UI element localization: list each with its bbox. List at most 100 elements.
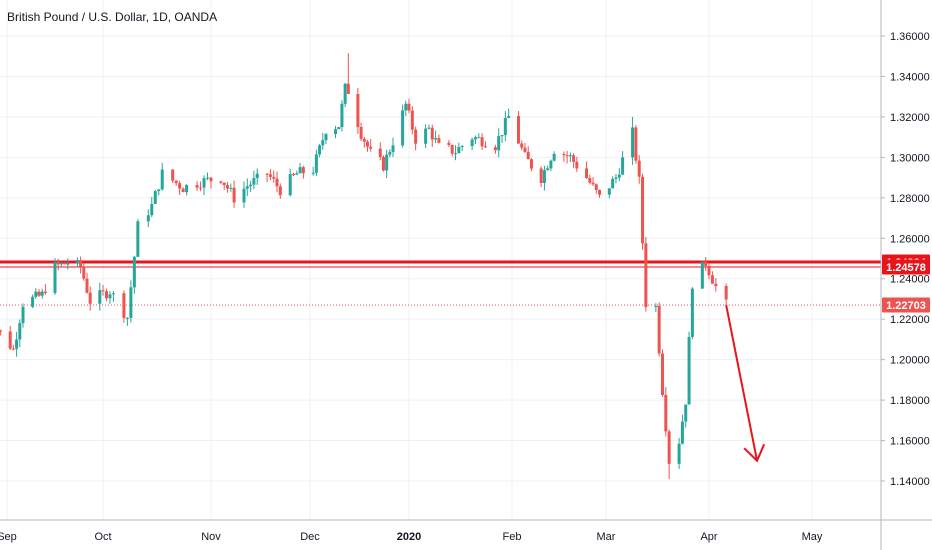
- candle-up: [206, 172, 210, 181]
- candle-body: [365, 141, 369, 147]
- candle-body: [607, 188, 611, 195]
- candle-body: [667, 431, 671, 464]
- candle-body: [18, 323, 22, 340]
- candle-down: [526, 146, 530, 160]
- candle-down: [209, 177, 213, 189]
- candle-up: [129, 280, 133, 323]
- candle-body: [700, 261, 704, 289]
- candle-body: [677, 443, 681, 464]
- candle-body: [575, 161, 579, 169]
- candle-down: [222, 182, 226, 190]
- candle-body: [219, 181, 223, 183]
- candle-up: [146, 209, 150, 227]
- candle-body: [301, 167, 305, 174]
- candle-body: [125, 317, 129, 319]
- candle-up: [185, 184, 189, 196]
- candle-down: [480, 133, 484, 150]
- arrow-shaft: [725, 304, 759, 461]
- candle-up: [677, 437, 681, 469]
- candle-body: [104, 291, 108, 299]
- y-tick-label: 1.34000: [890, 71, 930, 83]
- candle-up: [18, 319, 22, 348]
- candle-body: [101, 290, 105, 292]
- candle-body: [552, 153, 556, 161]
- candle-up: [298, 162, 302, 174]
- candle-up: [621, 151, 625, 176]
- candle-down: [657, 302, 661, 357]
- price-tag: [882, 259, 930, 275]
- candle-down: [539, 166, 543, 187]
- candle-up: [424, 124, 428, 148]
- candle-body: [542, 170, 546, 183]
- candle-down: [174, 180, 178, 187]
- grid: [0, 0, 881, 520]
- candle-up: [98, 282, 102, 311]
- candle-body: [591, 182, 595, 185]
- candle-down: [381, 155, 385, 172]
- candle-body: [644, 243, 648, 308]
- candle-down: [598, 189, 602, 198]
- candle-up: [340, 100, 344, 132]
- candle-down: [714, 277, 718, 292]
- candle-body: [311, 172, 315, 174]
- candle-up: [552, 151, 556, 162]
- candle-down: [122, 290, 126, 323]
- candle-up: [454, 145, 458, 161]
- candle-body: [572, 155, 576, 162]
- candle-body: [272, 176, 276, 179]
- candle-body: [209, 177, 213, 182]
- candle-down: [641, 173, 645, 250]
- candle-down: [178, 180, 182, 196]
- y-tick-label: 1.32000: [890, 112, 930, 124]
- candle-down: [63, 261, 67, 265]
- candle-body: [337, 127, 341, 130]
- candle-down: [226, 181, 229, 193]
- candle-body: [324, 134, 328, 141]
- candle-body: [526, 151, 530, 160]
- candle-body: [202, 178, 206, 188]
- candle-up: [542, 165, 546, 191]
- candle-down: [493, 144, 497, 154]
- candle-body: [356, 93, 360, 127]
- candle-body: [153, 191, 157, 204]
- candle-body: [136, 221, 140, 257]
- y-tick-label: 1.30000: [890, 152, 930, 164]
- candle-down: [278, 183, 282, 199]
- candle-up: [66, 258, 70, 270]
- candle-up: [503, 111, 507, 142]
- candle-body: [520, 143, 524, 148]
- candle-up: [321, 132, 325, 150]
- candle-body: [292, 174, 295, 176]
- candle-up: [34, 288, 38, 299]
- candle-up: [549, 159, 553, 172]
- candle-body: [707, 265, 711, 276]
- candle-body: [493, 147, 497, 151]
- candle-up: [157, 189, 161, 196]
- candle-down: [359, 122, 363, 142]
- candle-down: [594, 183, 598, 194]
- candle-down: [11, 344, 15, 351]
- candle-up: [295, 170, 299, 175]
- candle-body: [704, 261, 708, 266]
- candle-body: [122, 293, 126, 318]
- candle-down: [365, 139, 369, 152]
- candle-up: [40, 288, 44, 299]
- candle-up: [53, 258, 57, 295]
- candle-body: [680, 421, 684, 444]
- candle-body: [500, 135, 504, 137]
- candle-body: [539, 168, 543, 183]
- candle-down: [450, 144, 454, 157]
- candle-body: [549, 160, 553, 169]
- candle-down: [219, 180, 223, 185]
- candle-down: [664, 387, 668, 437]
- candle-up: [318, 143, 322, 158]
- candle-body: [631, 127, 635, 158]
- candle-body: [657, 305, 661, 354]
- candle-down: [199, 181, 203, 192]
- candle-up: [631, 116, 635, 165]
- y-tick-label: 1.26000: [890, 233, 930, 245]
- candle-down: [181, 187, 185, 193]
- candle-body: [298, 167, 302, 174]
